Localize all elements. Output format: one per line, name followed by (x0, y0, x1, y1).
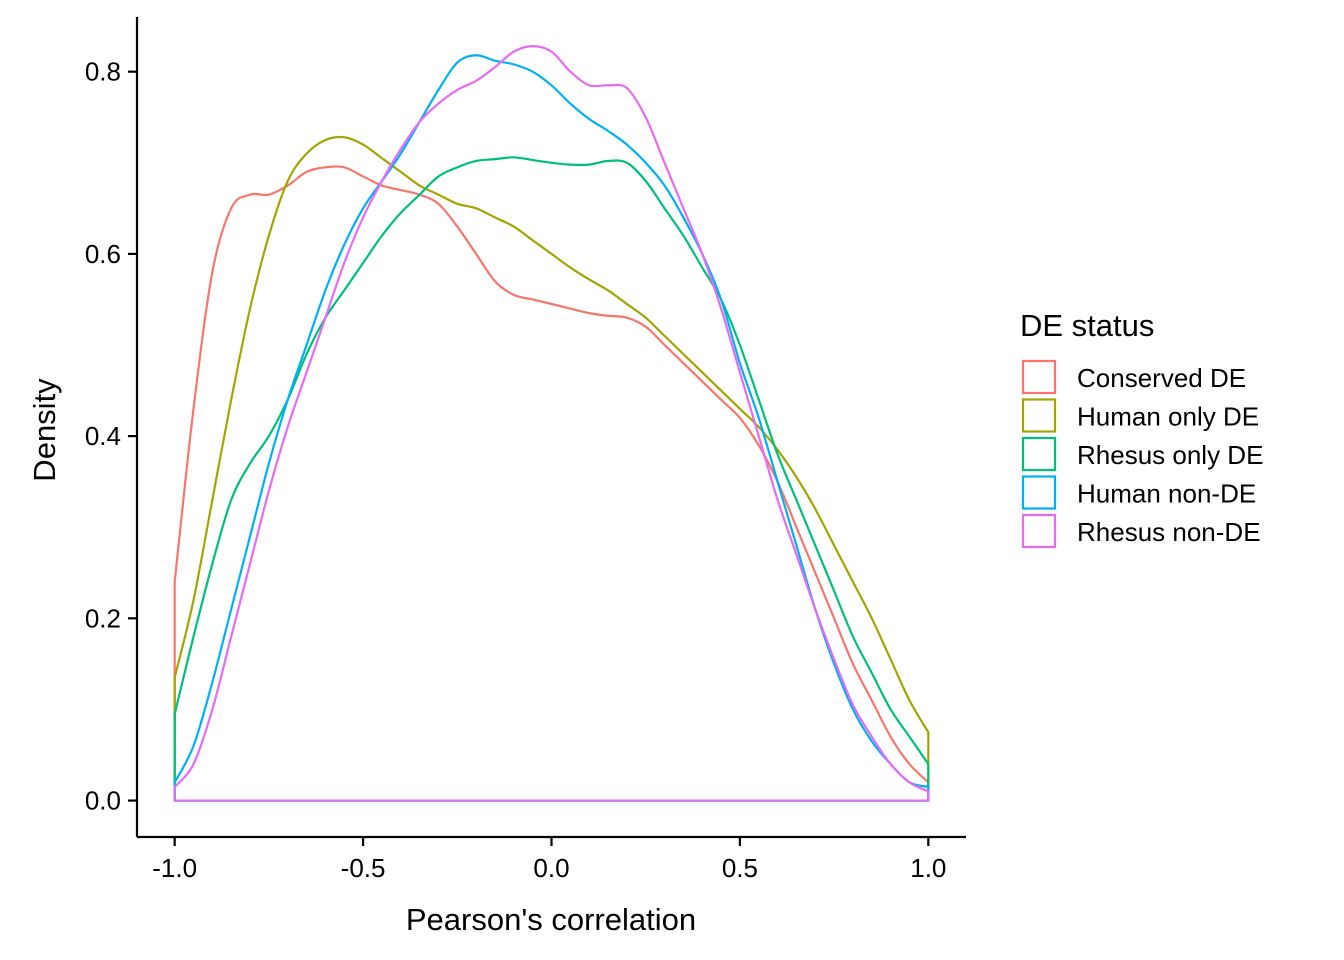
legend-label: Human only DE (1077, 402, 1259, 432)
legend-label: Rhesus only DE (1077, 440, 1263, 470)
legend-label: Human non-DE (1077, 479, 1256, 509)
x-tick-label: 0.5 (722, 853, 758, 883)
legend-label: Rhesus non-DE (1077, 517, 1261, 547)
y-tick-label: 0.0 (85, 786, 121, 816)
legend-item-human-non-de: Human non-DE (1021, 475, 1256, 510)
y-tick-label: 0.4 (85, 421, 121, 451)
series-line-human-non-de (173, 54, 930, 802)
legend: DE status Conserved DE Human only DE Rhesu… (1020, 308, 1263, 549)
y-tick-label: 0.2 (85, 603, 121, 633)
legend-item-rhesus-non-de: Rhesus non-DE (1021, 513, 1261, 549)
x-ticks: -1.0 -0.5 0.0 0.5 1.0 (152, 837, 946, 883)
series-line-human-only-de (173, 135, 930, 802)
legend-label: Conserved DE (1077, 363, 1246, 393)
x-tick-label: 1.0 (910, 853, 946, 883)
x-axis-title: Pearson's correlation (406, 902, 696, 937)
x-tick-label: -0.5 (341, 853, 386, 883)
legend-item-rhesus-only-de: Rhesus only DE (1021, 436, 1263, 472)
legend-key-swatch (1021, 436, 1057, 472)
legend-key-swatch (1021, 359, 1057, 395)
series-layer (173, 45, 930, 802)
legend-key-swatch (1021, 513, 1057, 549)
legend-title: DE status (1020, 308, 1154, 343)
y-axis-title: Density (27, 378, 62, 482)
y-ticks: 0.0 0.2 0.4 0.6 0.8 (85, 57, 137, 816)
series-line-rhesus-non-de (173, 45, 930, 802)
legend-key-swatch (1021, 475, 1057, 510)
legend-item-conserved-de: Conserved DE (1021, 359, 1246, 395)
y-tick-label: 0.8 (85, 57, 121, 87)
series-line-conserved-de (173, 165, 930, 802)
y-tick-label: 0.6 (85, 239, 121, 269)
legend-items: Conserved DE Human only DE Rhesus only DE H… (1021, 359, 1263, 549)
legend-item-human-only-de: Human only DE (1021, 398, 1259, 433)
x-tick-label: -1.0 (152, 853, 197, 883)
series-line-rhesus-only-de (173, 156, 930, 802)
legend-key-swatch (1021, 398, 1057, 433)
x-tick-label: 0.0 (533, 853, 569, 883)
